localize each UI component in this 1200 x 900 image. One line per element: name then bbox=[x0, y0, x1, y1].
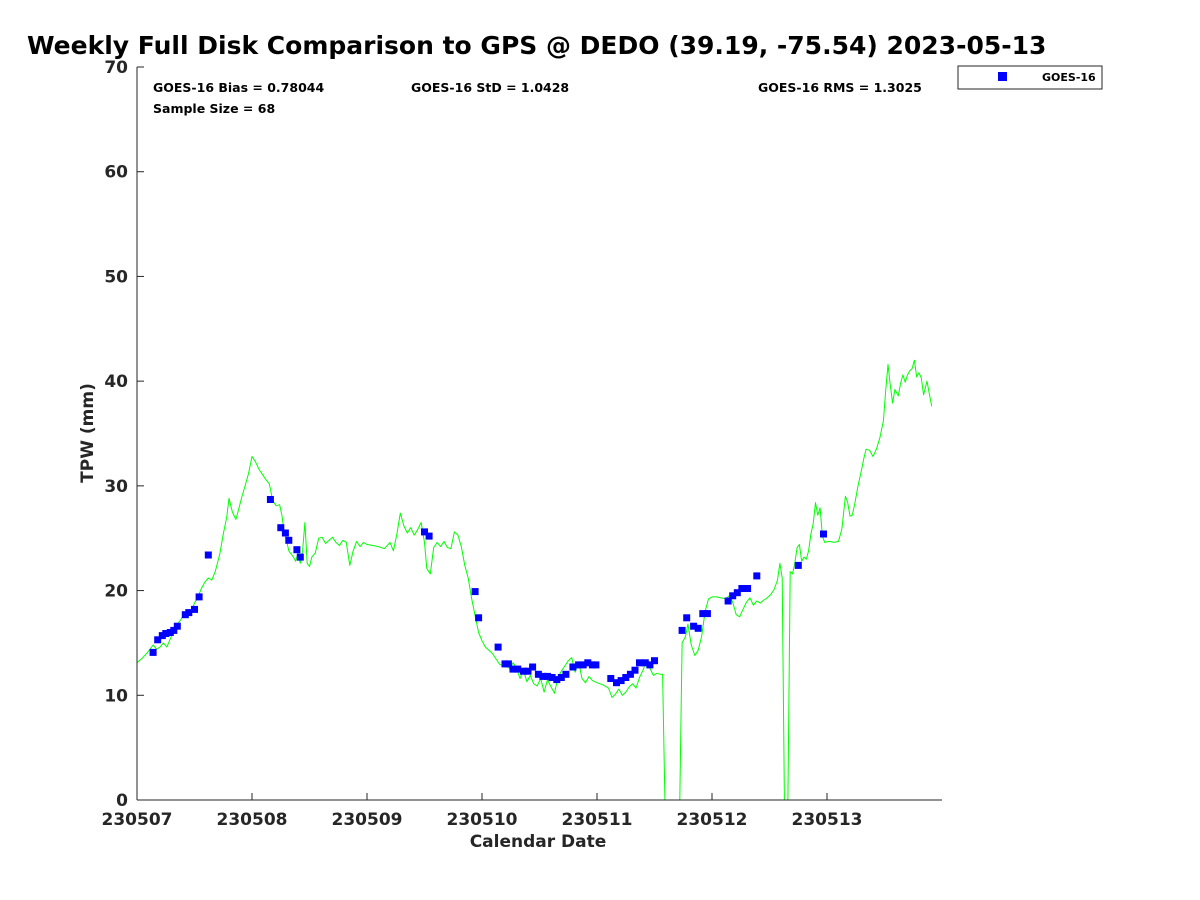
y-tick-label: 30 bbox=[104, 477, 128, 497]
goes-16-point bbox=[690, 622, 698, 630]
stat-rms: GOES-16 RMS = 1.3025 bbox=[758, 80, 922, 95]
goes-16-point bbox=[195, 593, 203, 601]
goes-16-point bbox=[529, 663, 537, 671]
goes-16-point bbox=[820, 530, 827, 538]
y-tick-label: 10 bbox=[104, 686, 128, 706]
goes-16-point bbox=[753, 572, 761, 580]
goes-16-point bbox=[475, 614, 483, 622]
x-tick-label: 230511 bbox=[562, 810, 633, 830]
goes-16-point bbox=[539, 672, 547, 680]
goes-16-point bbox=[185, 609, 193, 617]
goes-16-point bbox=[724, 597, 732, 605]
goes-16-point bbox=[699, 610, 707, 618]
goes-16-point bbox=[562, 670, 570, 678]
goes-16-point bbox=[553, 676, 561, 684]
goes-16-point bbox=[569, 663, 577, 671]
goes-16-point bbox=[641, 659, 649, 667]
goes-16-point bbox=[277, 524, 285, 532]
y-tick-label: 0 bbox=[116, 791, 128, 811]
legend-label-goes-16: GOES-16 bbox=[1042, 71, 1096, 84]
goes-16-point bbox=[494, 643, 502, 651]
goes-16-point bbox=[683, 614, 691, 622]
goes-16-series-layer bbox=[149, 496, 827, 687]
goes-16-point bbox=[622, 674, 630, 681]
goes-16-point bbox=[281, 529, 289, 537]
goes-16-point bbox=[534, 670, 542, 678]
goes-16-point bbox=[579, 661, 587, 669]
plot-area: 0 10 20 30 40 50 60 70 230507 230508 230509 230510 2… bbox=[102, 58, 942, 830]
chart-title: Weekly Full Disk Comparison to GPS @ DED… bbox=[27, 31, 1046, 60]
goes-16-point bbox=[631, 666, 639, 674]
goes-16-point bbox=[548, 674, 556, 681]
gps-tpw-line bbox=[136, 359, 933, 801]
x-tick-label: 230508 bbox=[217, 810, 288, 830]
x-tick-label: 230509 bbox=[332, 810, 403, 830]
x-tick-label: 230510 bbox=[447, 810, 518, 830]
goes-16-point bbox=[729, 592, 737, 600]
goes-16-point bbox=[421, 528, 428, 536]
goes-16-point bbox=[524, 667, 532, 675]
goes-16-point bbox=[651, 657, 658, 665]
goes-16-point bbox=[794, 561, 802, 569]
y-tick-label: 70 bbox=[104, 58, 128, 78]
stat-std: GOES-16 StD = 1.0428 bbox=[411, 80, 569, 95]
goes-16-point bbox=[425, 532, 433, 540]
legend-box bbox=[957, 65, 1103, 90]
goes-16-point bbox=[204, 551, 212, 559]
y-tick-label: 20 bbox=[104, 582, 128, 602]
x-tick-label: 230512 bbox=[677, 810, 748, 830]
x-axis-label: Calendar Date bbox=[470, 832, 607, 852]
goes-16-point bbox=[285, 536, 293, 544]
goes-16-point bbox=[738, 585, 746, 592]
goes-16-point bbox=[613, 679, 620, 687]
goes-16-point bbox=[149, 648, 157, 656]
y-axis-label: TPW (mm) bbox=[78, 383, 98, 483]
goes-16-point bbox=[293, 546, 301, 554]
goes-16-point bbox=[504, 660, 512, 668]
goes-16-point bbox=[607, 675, 615, 682]
goes-16-point bbox=[733, 589, 741, 597]
goes-16-point bbox=[703, 610, 711, 618]
legend: GOES-16 bbox=[957, 65, 1103, 90]
goes-16-point bbox=[575, 661, 583, 669]
goes-16-point bbox=[471, 588, 479, 596]
stat-sample-size: Sample Size = 68 bbox=[153, 101, 275, 116]
goes-16-point bbox=[694, 624, 702, 632]
y-tick-label: 40 bbox=[104, 372, 128, 392]
goes-16-point bbox=[170, 626, 178, 634]
goes-16-point bbox=[191, 605, 198, 613]
gps-series-layer bbox=[136, 359, 933, 801]
goes-16-point bbox=[584, 659, 592, 667]
goes-16-point bbox=[646, 661, 654, 669]
goes-16-point bbox=[744, 585, 752, 592]
legend-marker-goes-16 bbox=[998, 72, 1007, 81]
goes-16-point bbox=[514, 665, 522, 673]
y-tick-label: 60 bbox=[104, 163, 128, 183]
goes-16-point bbox=[636, 659, 643, 667]
goes-16-point bbox=[592, 661, 600, 669]
y-tick-label: 50 bbox=[104, 267, 128, 287]
goes-16-point bbox=[162, 630, 170, 637]
goes-16-point bbox=[266, 496, 274, 503]
goes-16-point bbox=[617, 677, 625, 685]
goes-16-point bbox=[678, 626, 686, 634]
goes-16-point bbox=[296, 553, 304, 561]
goes-16-point bbox=[509, 665, 517, 673]
goes-16-point bbox=[544, 672, 551, 680]
axes: 0 10 20 30 40 50 60 70 230507 230508 230509 230510 2… bbox=[102, 58, 942, 830]
x-tick-label: 230507 bbox=[102, 810, 173, 830]
stat-bias: GOES-16 Bias = 0.78044 bbox=[153, 80, 324, 95]
x-tick-label: 230513 bbox=[792, 810, 863, 830]
goes-16-point bbox=[173, 622, 181, 630]
goes-16-point bbox=[557, 674, 565, 681]
goes-16-point bbox=[626, 670, 634, 678]
goes-16-point bbox=[519, 667, 527, 675]
goes-16-point bbox=[154, 636, 162, 644]
